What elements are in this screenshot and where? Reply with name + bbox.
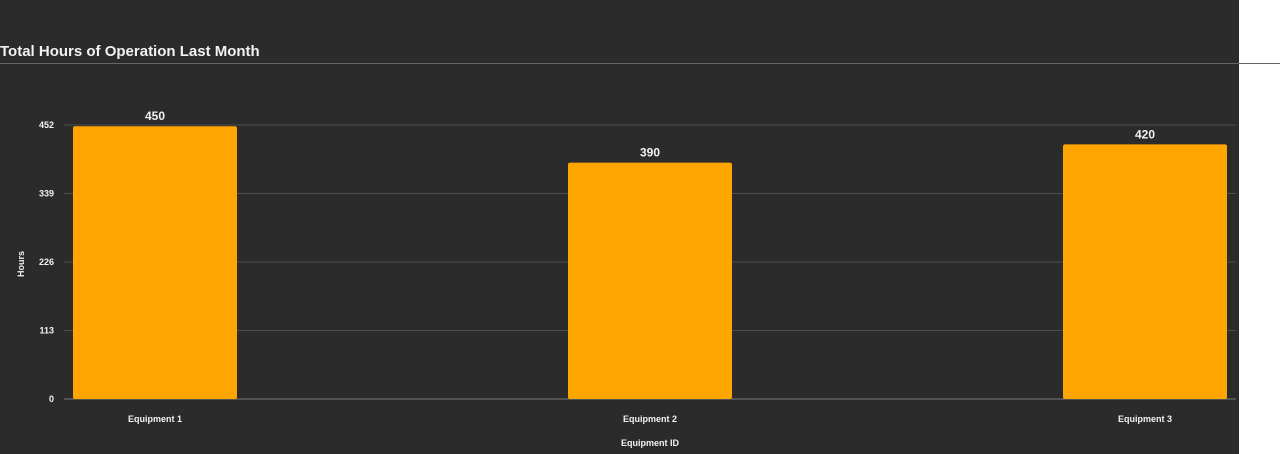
y-axis-label: Hours [16,251,26,277]
title-divider [0,63,1280,64]
x-axis-label: Equipment ID [621,438,679,448]
bar [1063,144,1227,399]
chart-title: Total Hours of Operation Last Month [0,43,260,60]
x-tick-label: Equipment 3 [1118,414,1172,424]
bar [568,162,732,399]
data-label: 390 [640,146,660,160]
y-tick-label: 339 [39,189,54,199]
bar [73,126,237,399]
data-label: 450 [145,109,165,123]
x-tick-label: Equipment 2 [623,414,677,424]
data-labels: 450 390 420 [145,109,1155,159]
y-tick-labels: 0 113 226 339 452 [39,120,54,404]
x-tick-labels: Equipment 1 Equipment 2 Equipment 3 [128,414,1172,424]
x-tick-label: Equipment 1 [128,414,182,424]
y-tick-label: 452 [39,120,54,130]
data-label: 420 [1135,127,1155,141]
y-tick-label: 226 [39,257,54,267]
bars [73,126,1227,399]
y-tick-label: 0 [49,394,54,404]
y-tick-label: 113 [39,326,54,336]
